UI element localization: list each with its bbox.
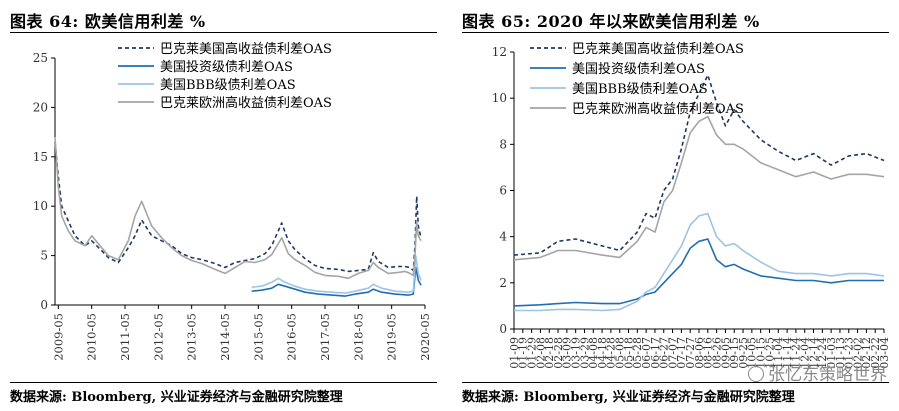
x-tick-label: 2015-05 bbox=[251, 313, 265, 361]
x-tick-label: 2016-05 bbox=[285, 313, 299, 361]
x-tick-label: 2012-05 bbox=[151, 313, 165, 361]
x-tick-label: 12-24 bbox=[816, 337, 829, 369]
x-tick-label: 02-12 bbox=[860, 337, 873, 369]
watermark-text: 张忆东策略世界 bbox=[768, 365, 887, 385]
x-tick-label: 01-19 bbox=[517, 337, 530, 369]
x-tick-label: 06-27 bbox=[658, 337, 671, 369]
series-line bbox=[513, 238, 884, 307]
x-tick-label: 08-26 bbox=[710, 337, 723, 369]
x-tick-label: 02-18 bbox=[543, 337, 556, 369]
x-tick-label: 2019-05 bbox=[385, 313, 399, 361]
x-tick-label: 10-05 bbox=[746, 337, 759, 369]
x-tick-label: 06-17 bbox=[649, 337, 662, 369]
chart-title: 图表 64: 欧美信用利差 % bbox=[10, 12, 206, 31]
series-line bbox=[513, 74, 885, 256]
legend-label: 巴克莱美国高收益债利差OAS bbox=[160, 41, 332, 57]
y-tick-label: 0 bbox=[499, 322, 507, 336]
x-tick-label: 03-04 bbox=[878, 337, 891, 369]
x-tick-label: 2013-05 bbox=[185, 313, 199, 361]
source-note: 数据来源: Bloomberg, 兴业证券经济与金融研究院整理 bbox=[462, 390, 795, 405]
y-tick-label: 10 bbox=[492, 91, 507, 105]
title-divider bbox=[462, 32, 889, 33]
x-tick-label: 07-27 bbox=[684, 337, 697, 369]
y-tick-label: 15 bbox=[33, 150, 48, 164]
x-tick-label: 11-14 bbox=[781, 337, 794, 369]
x-tick-label: 01-03 bbox=[825, 337, 838, 369]
x-tick-label: 08-06 bbox=[693, 337, 706, 369]
x-tick-label: 09-25 bbox=[737, 337, 750, 369]
chart-panel-1: 图表 64: 欧美信用利差 % 0 5 10 15 20 25 2009-05 2010-05… bbox=[0, 0, 447, 411]
y-tick-label: 5 bbox=[40, 249, 48, 263]
y-tick-label: 4 bbox=[499, 230, 507, 244]
x-tick-label: 10-25 bbox=[763, 337, 776, 369]
source-divider bbox=[462, 382, 889, 383]
x-tick-label: 2009-05 bbox=[51, 313, 65, 361]
x-tick-label: 03-09 bbox=[561, 337, 574, 369]
x-tick-label: 03-29 bbox=[578, 337, 591, 369]
x-tick-label: 02-02 bbox=[851, 337, 864, 369]
x-tick-label: 2017-05 bbox=[318, 313, 332, 361]
x-tick-label: 12-04 bbox=[799, 337, 812, 369]
x-tick-label: 12-14 bbox=[807, 337, 820, 369]
legend-label: 巴克莱美国高收益债利差OAS bbox=[572, 41, 744, 57]
x-tick-label: 05-18 bbox=[622, 337, 635, 369]
y-tick-label: 6 bbox=[499, 184, 507, 198]
source-divider bbox=[10, 382, 437, 383]
x-tick-label: 2014-05 bbox=[218, 313, 232, 361]
x-tick-label: 05-28 bbox=[631, 337, 644, 369]
y-tick-label: 8 bbox=[499, 137, 507, 151]
legend-label: 美国投资级债利差OAS bbox=[160, 59, 293, 75]
x-tick-label: 01-29 bbox=[525, 337, 538, 369]
x-tick-label: 01-09 bbox=[508, 337, 521, 369]
x-tick-label: 09-15 bbox=[728, 337, 741, 369]
watermark: 张忆东策略世界 bbox=[748, 360, 887, 385]
x-tick-label: 09-05 bbox=[719, 337, 732, 369]
y-tick-label: 12 bbox=[492, 45, 507, 59]
series-line bbox=[251, 254, 422, 294]
chart-2-plot: 02468101201-0901-1901-2902-0802-1802-280… bbox=[492, 41, 891, 369]
series-line bbox=[54, 136, 422, 280]
legend-label: 巴克莱欧洲高收益债利差OAS bbox=[160, 95, 332, 111]
x-tick-label: 07-07 bbox=[666, 337, 679, 369]
x-tick-label: 04-28 bbox=[605, 337, 618, 369]
x-tick-label: 04-08 bbox=[587, 337, 600, 369]
x-tick-label: 02-28 bbox=[552, 337, 565, 369]
source-note: 数据来源: Bloomberg, 兴业证券经济与金融研究院整理 bbox=[10, 390, 343, 405]
legend-label: 巴克莱欧洲高收益债利差OAS bbox=[572, 101, 744, 117]
chart-title: 图表 65: 2020 年以来欧美信用利差 % bbox=[462, 12, 760, 31]
x-tick-label: 08-16 bbox=[702, 337, 715, 369]
x-tick-label: 11-24 bbox=[790, 337, 803, 369]
x-tick-label: 2010-05 bbox=[85, 313, 99, 361]
x-tick-label: 11-04 bbox=[772, 337, 785, 369]
series-line bbox=[251, 266, 422, 297]
series-line bbox=[54, 141, 422, 273]
x-tick-label: 06-07 bbox=[640, 337, 653, 369]
y-tick-label: 10 bbox=[33, 199, 48, 213]
y-tick-label: 25 bbox=[33, 51, 48, 65]
x-tick-label: 04-18 bbox=[596, 337, 609, 369]
y-tick-label: 0 bbox=[40, 298, 48, 312]
x-tick-label: 2018-05 bbox=[351, 313, 365, 361]
x-tick-label: 05-08 bbox=[614, 337, 627, 369]
x-tick-label: 2011-05 bbox=[118, 313, 132, 361]
x-tick-label: 2020-05 bbox=[418, 313, 432, 361]
x-tick-label: 02-08 bbox=[534, 337, 547, 369]
y-tick-label: 20 bbox=[33, 100, 48, 114]
x-tick-label: 03-19 bbox=[570, 337, 583, 369]
chart-panel-2: 图表 65: 2020 年以来欧美信用利差 % 0 2 4 6 8 10 12 01-09 01… bbox=[452, 0, 899, 411]
x-tick-label: 01-13 bbox=[834, 337, 847, 369]
series-line bbox=[514, 212, 885, 312]
legend-label: 美国投资级债利差OAS bbox=[572, 61, 705, 77]
wechat-icon bbox=[748, 366, 764, 382]
x-tick-label: 02-22 bbox=[869, 337, 882, 369]
legend-label: 美国BBB级债利差OAS bbox=[572, 82, 708, 97]
chart-1-plot: 0 5 10 15 20 25 2009-05 2010-05 2011-05 2012-05 20… bbox=[33, 41, 432, 361]
series-line bbox=[513, 115, 885, 261]
x-tick-label: 07-17 bbox=[675, 337, 688, 369]
x-tick-label: 01-23 bbox=[843, 337, 856, 369]
title-divider bbox=[10, 32, 437, 33]
y-tick-label: 2 bbox=[499, 276, 507, 290]
x-tick-label: 10-15 bbox=[755, 337, 768, 369]
legend-label: 美国BBB级债利差OAS bbox=[160, 78, 296, 93]
